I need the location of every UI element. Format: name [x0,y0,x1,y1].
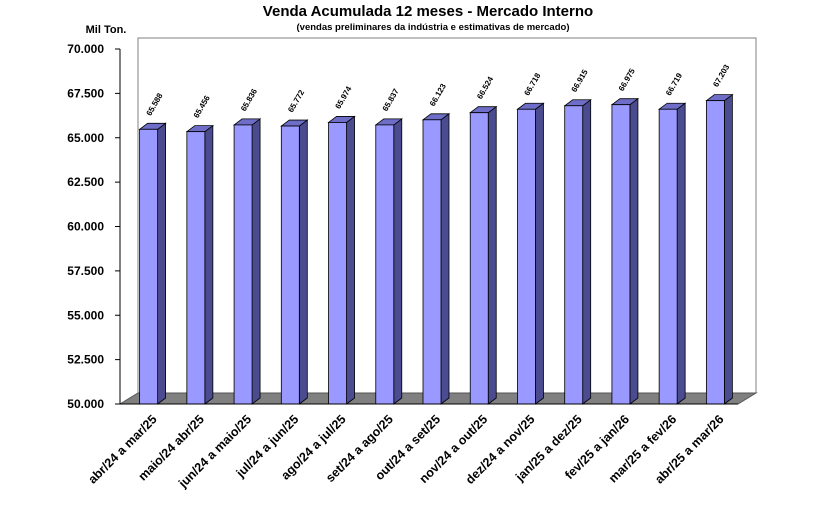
y-tick-label: 55.000 [67,308,104,322]
bar-side [298,119,308,405]
bar [516,102,545,405]
bar-front [280,125,300,405]
bar-front [139,128,159,405]
bar-front [564,105,584,405]
y-tick-label: 62.500 [67,175,104,189]
bar [610,97,640,405]
bar-side [440,113,450,405]
y-tick-label: 60.000 [67,220,104,234]
bar-front [517,108,536,405]
bar-side [157,122,167,405]
bar [705,93,734,405]
bar-side [535,102,544,405]
bar [421,113,451,405]
y-tick-label: 65.000 [67,131,104,145]
chart-title: Venda Acumulada 12 meses - Mercado Inter… [263,3,593,20]
bar [232,118,262,405]
bar-side [487,105,497,405]
bar [563,98,592,405]
y-axis-label: Mil Ton. [86,24,127,36]
bar-front [658,108,678,405]
y-axis: 50.000 52.500 55.000 57.500 60.000 62.500 65.0… [67,42,121,411]
bar-front [375,124,395,405]
y-tick-label: 67.500 [67,86,104,100]
bar-front [469,112,489,405]
bar-side [629,97,639,405]
bars [138,93,734,405]
bar [138,122,167,405]
chart-subtitle: (vendas preliminares da indústria e esti… [297,22,570,33]
bar [374,118,403,405]
bar-side [723,93,733,405]
y-tick-label: 50.000 [67,397,104,411]
y-tick-label: 70.000 [67,42,104,56]
bar-side [393,118,403,405]
bar-front [233,124,253,405]
bar [280,119,309,405]
bar [657,102,687,405]
bar-front [611,104,631,405]
bar [185,124,215,405]
y-tick-label: 57.500 [67,264,104,278]
bar-front [328,122,347,405]
y-tick-label: 52.500 [67,353,104,367]
bar-side [251,118,261,405]
bar-side [346,115,355,405]
bar [327,115,356,405]
bar-front [186,131,206,405]
bar-front [422,119,442,405]
bar-side [676,102,686,405]
bar-side [582,98,592,405]
bar [469,105,498,405]
bar-side [204,124,214,405]
bar-front [705,100,725,405]
